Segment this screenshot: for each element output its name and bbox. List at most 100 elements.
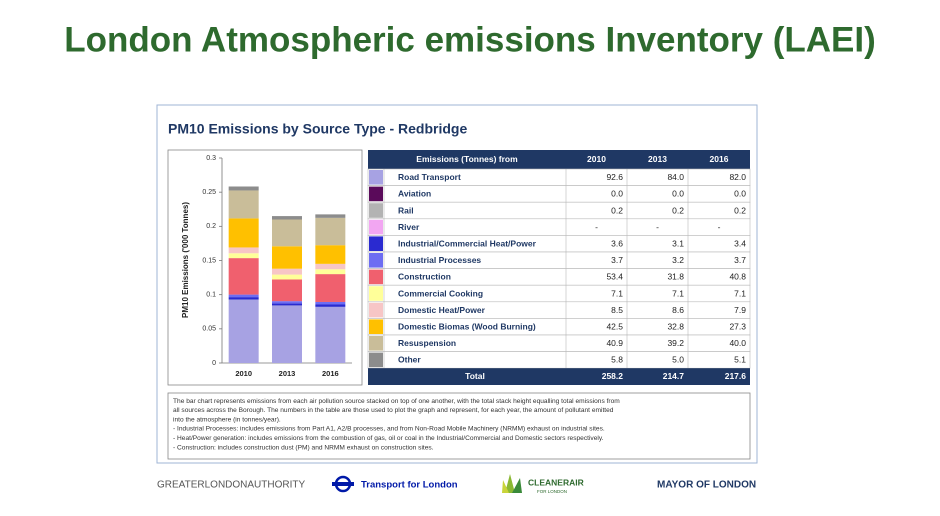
table-cell: 32.8 xyxy=(667,321,684,331)
y-tick-label: 0.15 xyxy=(202,257,216,264)
table-cell: 40.0 xyxy=(729,338,746,348)
table-header-cell: Emissions (Tonnes) from xyxy=(416,154,518,164)
table-cell: 5.0 xyxy=(672,355,684,365)
bar-segment xyxy=(315,306,346,363)
bar-segment xyxy=(272,268,302,275)
panel-title: PM10 Emissions by Source Type - Redbridg… xyxy=(168,121,467,137)
table-cell: 40.8 xyxy=(729,272,746,282)
bar-segment xyxy=(272,279,302,302)
note-line: into the atmosphere (in tonnes/year). xyxy=(173,416,281,423)
table-cell: 0.0 xyxy=(611,189,623,199)
table-row xyxy=(367,201,751,220)
total-label: Total xyxy=(465,371,485,381)
y-tick-label: 0.3 xyxy=(206,155,216,162)
table-total xyxy=(368,368,750,385)
table-row xyxy=(367,351,751,369)
legend-label: Rail xyxy=(398,205,414,215)
bar-segment xyxy=(228,253,259,259)
bar-segment xyxy=(315,304,346,307)
table-cell: 5.8 xyxy=(611,355,623,365)
table-cell: 0.2 xyxy=(734,205,746,215)
legend-swatch xyxy=(369,236,383,251)
legend-label: Other xyxy=(398,355,421,365)
note-line: - Industrial Processes: includes emissio… xyxy=(173,426,605,433)
y-tick-label: 0.25 xyxy=(202,189,216,196)
note-line: - Construction: includes construction du… xyxy=(173,444,434,451)
table-cell: 84.0 xyxy=(667,172,684,182)
x-tick-label: 2013 xyxy=(279,369,296,378)
table-cell: 27.3 xyxy=(729,321,746,331)
tfl-roundel xyxy=(332,475,354,493)
bar-segment xyxy=(315,301,346,305)
cleaner-air-logo: CLEANERAIR xyxy=(528,477,584,487)
y-tick-label: 0.05 xyxy=(202,326,216,333)
table-cell: 53.4 xyxy=(606,272,623,282)
bar-segment xyxy=(315,245,346,264)
legend-swatch xyxy=(369,302,383,318)
bar-segment xyxy=(228,258,259,295)
table-header-cell: 2016 xyxy=(710,154,729,164)
legend-swatch xyxy=(369,286,383,301)
tfl-logo: Transport for London xyxy=(361,480,458,491)
note-line: - Heat/Power generation: includes emissi… xyxy=(173,435,604,442)
table-cell: 5.1 xyxy=(734,355,746,365)
bar-segment xyxy=(315,217,346,246)
legend-label: Domestic Biomas (Wood Burning) xyxy=(398,321,536,331)
table-cell: 82.0 xyxy=(729,172,746,182)
total-cell: 214.7 xyxy=(663,371,685,381)
gla-logo: GREATERLONDONAUTHORITY xyxy=(157,480,305,491)
bar-segment xyxy=(315,214,346,218)
legend-label: Construction xyxy=(398,272,451,282)
legend-label: Industrial Processes xyxy=(398,255,481,265)
legend-label: Aviation xyxy=(398,189,431,199)
mayor-logo: MAYOR OF LONDON xyxy=(657,480,756,491)
bar-segment xyxy=(228,294,259,298)
legend-swatch xyxy=(369,336,383,351)
bar-segment xyxy=(228,190,259,219)
table-cell: 0.0 xyxy=(672,189,684,199)
legend-label: Road Transport xyxy=(398,172,461,182)
table-cell: 7.1 xyxy=(672,288,684,298)
legend-label: Commercial Cooking xyxy=(398,288,483,298)
bar-segment xyxy=(272,216,302,220)
table-cell: 40.9 xyxy=(606,338,623,348)
table-header-cell: 2013 xyxy=(648,154,667,164)
note-line: all sources across the Borough. The numb… xyxy=(173,407,614,414)
legend-label: Industrial/Commercial Heat/Power xyxy=(398,238,537,248)
x-tick-label: 2010 xyxy=(235,369,252,378)
x-tick-label: 2016 xyxy=(322,369,339,378)
bar-segment xyxy=(228,186,259,191)
y-tick-label: 0 xyxy=(212,360,216,367)
table-cell: 3.7 xyxy=(611,255,623,265)
table-cell: 8.5 xyxy=(611,305,623,315)
legend-label: Domestic Heat/Power xyxy=(398,305,486,315)
table-cell: 7.1 xyxy=(611,288,623,298)
table-cell: 3.7 xyxy=(734,255,746,265)
cleaner-air-icon xyxy=(502,474,522,493)
table-cell: - xyxy=(656,222,659,232)
table-cell: 0.2 xyxy=(672,205,684,215)
table-cell: 3.1 xyxy=(672,238,684,248)
bar-segment xyxy=(272,301,302,304)
bar-segment xyxy=(228,218,259,248)
table-header xyxy=(368,150,750,169)
y-axis-label: PM10 Emissions ('000 Tonnes) xyxy=(181,202,190,318)
y-tick-label: 0.1 xyxy=(206,292,216,299)
legend-swatch xyxy=(369,186,383,202)
table-cell: 7.9 xyxy=(734,305,746,315)
legend-label: Resuspension xyxy=(398,338,456,348)
table-header-cell: 2010 xyxy=(587,154,606,164)
total-cell: 217.6 xyxy=(725,371,747,381)
table-cell: 42.5 xyxy=(606,321,623,331)
table-cell: 39.2 xyxy=(667,338,684,348)
bar-segment xyxy=(315,269,346,275)
cleaner-air-sub: FOR LONDON xyxy=(537,489,567,494)
y-tick-label: 0.2 xyxy=(206,223,216,230)
table-cell: - xyxy=(595,222,598,232)
table-cell: 31.8 xyxy=(667,272,684,282)
table-cell: - xyxy=(718,222,721,232)
legend-swatch xyxy=(369,352,383,368)
table-cell: 8.6 xyxy=(672,305,684,315)
